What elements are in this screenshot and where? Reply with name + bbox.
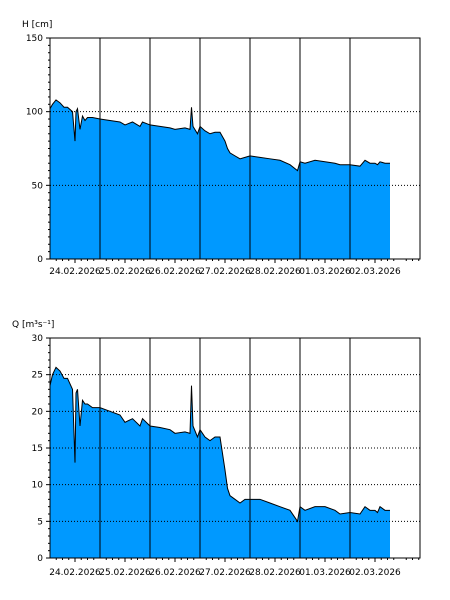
x-tick-label: 26.02.2026 [149,568,201,578]
x-tick-label: 25.02.2026 [99,267,151,277]
x-tick-label: 01.03.2026 [299,568,351,578]
x-tick-label: 26.02.2026 [149,267,201,277]
y-tick-label: 30 [32,334,44,344]
y-axis-label: H [cm] [22,20,52,30]
y-tick-label: 5 [37,517,43,527]
y-tick-label: 50 [32,181,44,191]
x-tick-label: 24.02.2026 [49,568,101,578]
y-tick-label: 100 [26,108,43,118]
y-axis-label: Q [m³s⁻¹] [12,320,54,330]
chart-discharge: 0 5 10 15 20 25 30 24.02.202625.02.202626.02.20… [12,320,421,578]
x-tick-label: 27.02.2026 [199,568,251,578]
chart-water-level: 05010015024.02.202625.02.202626.02.20262… [22,20,421,277]
y-tick-label: 10 [32,481,44,491]
x-tick-label: 28.02.2026 [249,568,301,578]
y-tick-label: 15 [32,444,43,454]
x-tick-label: 27.02.2026 [199,267,251,277]
x-tick-label: 02.03.2026 [349,267,401,277]
y-tick-label: 25 [32,371,43,381]
x-tick-label: 24.02.2026 [49,267,101,277]
series-area [50,99,390,259]
x-tick-label: 01.03.2026 [299,267,351,277]
y-tick-label: 0 [37,255,43,265]
y-tick-label: 150 [26,34,43,44]
x-tick-label: 02.03.2026 [349,568,401,578]
y-tick-label: 20 [32,407,44,417]
x-tick-label: 25.02.2026 [99,568,151,578]
x-tick-label: 28.02.2026 [249,267,301,277]
y-tick-label: 0 [37,554,43,564]
